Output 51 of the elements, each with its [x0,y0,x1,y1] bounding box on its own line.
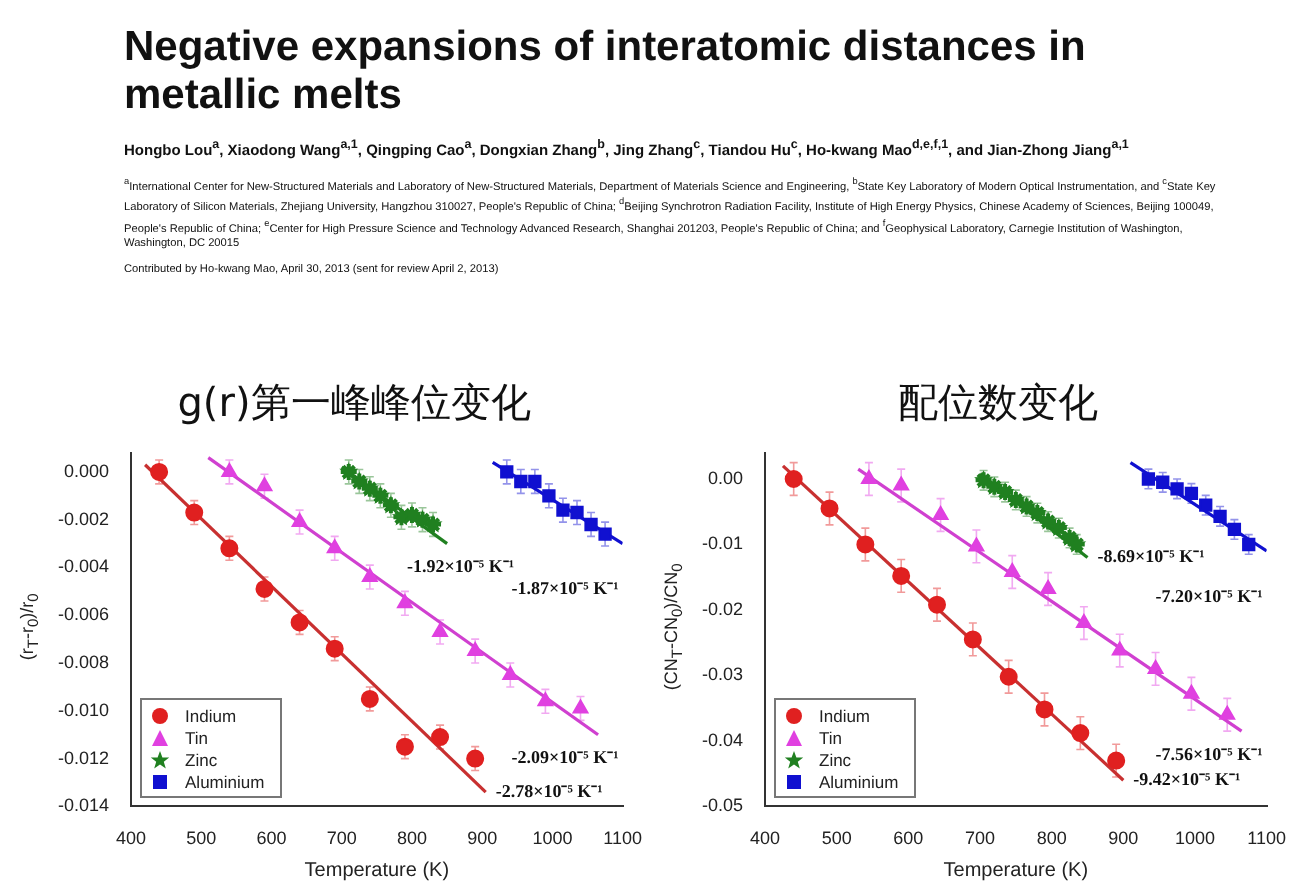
annotation: -8.69×10⁻⁵ K⁻¹ [1097,546,1206,567]
legend-label: Indium [819,705,871,726]
y-tick-label: -0.006 [57,604,110,625]
x-tick-label: 900 [1108,828,1139,849]
x-tick-label: 800 [396,828,427,849]
legend-label: Zinc [185,749,218,770]
y-tick-label: 0.00 [707,467,744,488]
annotation: -1.92×10⁻⁵ K⁻¹ [407,556,515,577]
annotation: -9.42×10⁻⁵ K⁻¹ [1133,768,1241,789]
y-tick-label: -0.010 [57,699,110,720]
x-tick-label: 1000 [1174,828,1216,849]
y-tick-label: -0.04 [702,729,744,750]
x-tick-label: 1000 [532,828,573,849]
x-tick-label: 400 [750,828,781,849]
annotation: -1.87×10⁻⁵ K⁻¹ [511,578,620,599]
legend-label: Tin [185,727,209,748]
y-tick-label: -0.03 [702,664,744,685]
x-axis-title: Temperature (K) [304,859,450,882]
x-tick-label: 700 [326,828,357,849]
legend-label: Indium [185,705,237,726]
legend-label: Aluminium [185,771,265,792]
x-tick-label: 800 [1036,828,1067,849]
legend-label: Tin [819,727,842,748]
x-tick-label: 600 [256,828,287,849]
y-tick-label: 0.000 [63,460,110,481]
y-tick-label: -0.012 [57,747,110,768]
chart-title: g(r)第一峰峰位变化 [175,376,533,430]
x-tick-label: 1100 [1247,828,1287,849]
x-tick-label: 900 [467,828,498,849]
legend-label: Zinc [819,749,852,770]
annotation: -2.09×10⁻⁵ K⁻¹ [511,747,620,768]
x-axis-title: Temperature (K) [943,859,1089,882]
y-tick-label: -0.01 [702,533,744,554]
y-tick-label: -0.014 [57,795,110,816]
x-tick-label: 700 [964,828,996,849]
x-tick-label: 500 [186,828,217,849]
annotation: -7.56×10⁻⁵ K⁻¹ [1155,743,1264,764]
text: Negative expansions of interatomic distances in metallic melts [124,24,1088,120]
legend-label: Aluminium [819,771,899,792]
y-tick-label: -0.002 [57,508,110,529]
x-tick-label: 600 [893,828,924,849]
annotation: -2.78×10⁻⁵ K⁻¹ [495,780,604,801]
annotation: -7.20×10⁻⁵ K⁻¹ [1155,585,1264,606]
y-tick-label: -0.008 [57,652,110,673]
x-tick-label: 500 [821,828,852,849]
y-tick-label: -0.004 [57,556,110,577]
x-tick-label: 1100 [603,828,643,849]
y-tick-label: -0.05 [702,795,744,816]
x-tick-label: 400 [116,828,147,849]
y-tick-label: -0.02 [702,598,744,619]
chart-title: 配位数变化 [896,376,1100,430]
